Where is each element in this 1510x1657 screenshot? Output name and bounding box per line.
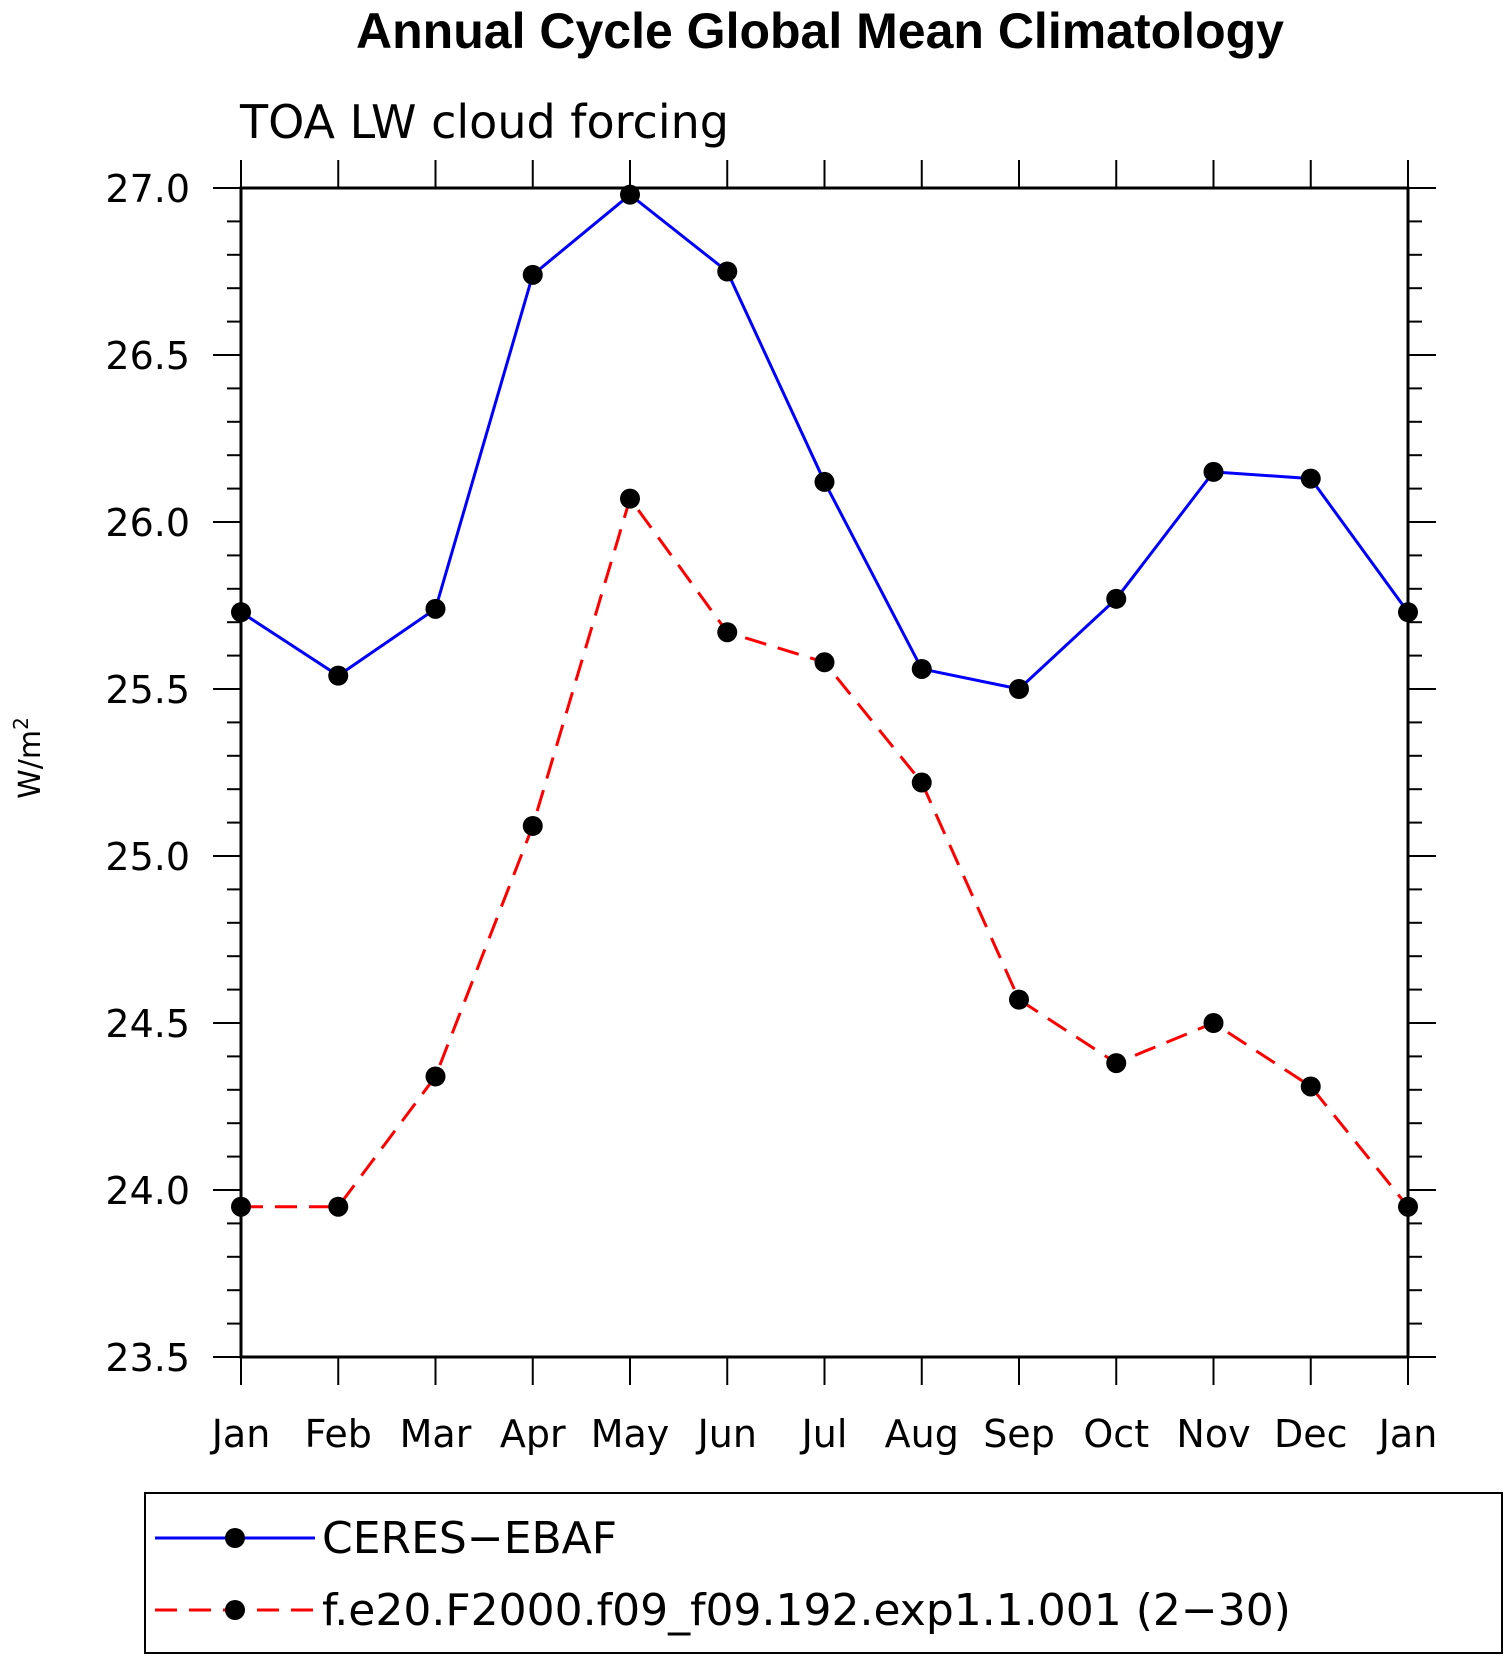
plot-frame [239, 186, 1410, 1359]
data-point [717, 622, 738, 643]
chart-subtitle: TOA LW cloud forcing [239, 95, 729, 149]
y-axis-label: W/m2 [9, 717, 48, 799]
data-point [328, 1196, 349, 1217]
data-point [1009, 679, 1029, 699]
data-point [425, 598, 446, 619]
x-tick-label: Oct [1083, 1412, 1149, 1456]
series-markers [231, 184, 1418, 1217]
y-tick-label: 25.5 [105, 668, 190, 712]
axis-ticks [213, 160, 1436, 1385]
legend-label-ceres: CERES−EBAF [322, 1513, 617, 1564]
data-point [717, 261, 738, 282]
x-tick-label: Aug [885, 1412, 959, 1456]
y-tick-label: 26.0 [105, 501, 190, 545]
data-point [1203, 461, 1224, 482]
data-point [1300, 1076, 1321, 1097]
y-axis-label-text: W/m [13, 730, 48, 799]
data-point [425, 1066, 446, 1087]
data-point [1203, 1013, 1224, 1033]
y-tick-label: 24.5 [105, 1002, 190, 1046]
data-point [1106, 1053, 1127, 1074]
data-point [522, 264, 543, 285]
x-tick-label: Nov [1176, 1412, 1250, 1456]
data-point [620, 184, 640, 205]
data-point [814, 471, 835, 492]
y-tick-labels: 27.0 26.5 26.0 25.5 25.0 24.5 24.0 23.5 [105, 167, 190, 1380]
data-point [911, 772, 932, 793]
y-tick-label: 27.0 [105, 167, 190, 211]
series-line-ceres [240, 192, 1410, 691]
y-axis-label-superscript: 2 [9, 717, 33, 730]
x-tick-label: Jun [696, 1412, 757, 1456]
x-tick-label: Jan [1377, 1412, 1438, 1456]
series-lines [240, 192, 1410, 1209]
x-tick-label: May [591, 1412, 670, 1456]
legend-box [144, 1492, 1503, 1654]
legend-marker-ceres [225, 1528, 245, 1548]
legend-marker-model [225, 1600, 245, 1620]
legend: CERES−EBAF f.e20.F2000.f09_f09.192.exp1.… [144, 1492, 1503, 1654]
y-tick-label: 23.5 [105, 1336, 190, 1380]
x-tick-label: Apr [500, 1412, 566, 1456]
series-line-model [241, 495, 1410, 1209]
x-tick-label: Mar [400, 1412, 472, 1456]
legend-label-model: f.e20.F2000.f09_f09.192.exp1.1.001 (2−30… [322, 1585, 1291, 1636]
data-point [911, 658, 932, 679]
y-tick-label: 24.0 [105, 1169, 190, 1213]
chart-title: Annual Cycle Global Mean Climatology [356, 3, 1284, 59]
y-tick-label: 26.5 [105, 334, 190, 378]
data-point [1106, 588, 1127, 609]
x-tick-labels: Jan Feb Mar Apr May Jun Jul Aug Sep Oct Nov Dec Jan [210, 1412, 1438, 1456]
x-tick-label: Jan [210, 1412, 271, 1456]
data-point [1300, 468, 1321, 489]
x-tick-label: Jul [800, 1412, 848, 1456]
data-point [328, 665, 349, 686]
data-point [522, 815, 543, 836]
data-point [620, 488, 640, 509]
y-tick-label: 25.0 [105, 835, 190, 879]
data-point [814, 652, 835, 673]
x-tick-label: Sep [983, 1412, 1055, 1456]
data-point [1009, 989, 1029, 1010]
x-tick-label: Dec [1274, 1412, 1348, 1456]
x-tick-label: Feb [305, 1412, 372, 1456]
